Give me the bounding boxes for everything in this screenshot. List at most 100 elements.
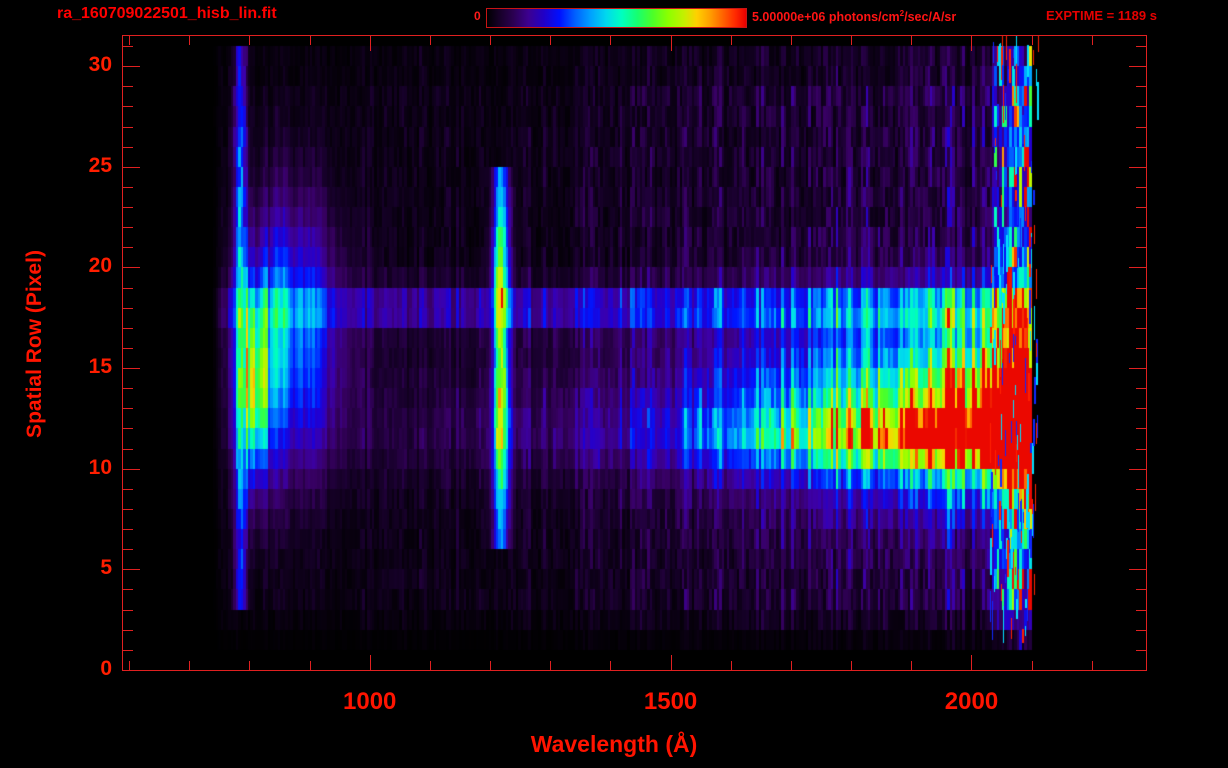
- x-tick-minor: [1032, 661, 1033, 670]
- y-tick-minor: [123, 247, 133, 248]
- y-tick-major: [123, 66, 140, 67]
- y-tick-label: 15: [88, 355, 112, 379]
- y-tick-minor-right: [1136, 428, 1146, 429]
- page-title: ra_160709022501_hisb_lin.fit: [57, 5, 277, 22]
- y-tick-minor: [123, 408, 133, 409]
- y-tick-minor: [123, 549, 133, 550]
- y-tick-minor-right: [1136, 388, 1146, 389]
- y-tick-major-right: [1129, 167, 1146, 168]
- y-tick-minor-right: [1136, 247, 1146, 248]
- x-tick-minor: [851, 661, 852, 670]
- x-tick-minor-top: [490, 36, 491, 45]
- y-tick-minor: [123, 449, 133, 450]
- y-tick-minor-right: [1136, 529, 1146, 530]
- y-tick-minor: [123, 227, 133, 228]
- x-tick-minor-top: [550, 36, 551, 45]
- x-tick-minor: [310, 661, 311, 670]
- y-tick-minor: [123, 348, 133, 349]
- y-tick-minor: [123, 388, 133, 389]
- x-tick-major-top: [370, 36, 371, 51]
- x-axis-title: Wavelength (Å): [530, 731, 698, 757]
- x-tick-minor: [1092, 661, 1093, 670]
- y-tick-minor-right: [1136, 308, 1146, 309]
- x-tick-major: [971, 655, 972, 670]
- y-tick-minor: [123, 127, 133, 128]
- colorbar: [486, 8, 747, 28]
- x-tick-label: 2000: [944, 688, 999, 715]
- x-tick-minor-top: [731, 36, 732, 45]
- y-tick-minor-right: [1136, 489, 1146, 490]
- y-tick-minor: [123, 489, 133, 490]
- y-axis-title: Spatial Row (Pixel): [23, 250, 46, 438]
- y-tick-label: 20: [88, 254, 112, 278]
- y-tick-minor-right: [1136, 610, 1146, 611]
- x-tick-major: [671, 655, 672, 670]
- y-tick-label: 0: [100, 657, 112, 680]
- plot-area: [122, 35, 1147, 671]
- x-tick-minor-top: [249, 36, 250, 45]
- y-tick-major: [123, 670, 140, 671]
- y-tick-major-right: [1129, 66, 1146, 67]
- y-tick-major-right: [1129, 267, 1146, 268]
- x-tick-minor-top: [310, 36, 311, 45]
- y-tick-label: 25: [88, 153, 112, 177]
- y-tick-minor-right: [1136, 187, 1146, 188]
- y-tick-minor-right: [1136, 630, 1146, 631]
- y-tick-minor-right: [1136, 449, 1146, 450]
- y-tick-minor: [123, 288, 133, 289]
- y-tick-minor: [123, 187, 133, 188]
- y-tick-major-right: [1129, 368, 1146, 369]
- spectrogram-heatmap: [123, 36, 1146, 670]
- y-tick-minor: [123, 207, 133, 208]
- y-tick-label: 30: [88, 53, 112, 77]
- y-tick-major: [123, 569, 140, 570]
- y-tick-major-right: [1129, 569, 1146, 570]
- y-tick-minor: [123, 147, 133, 148]
- y-tick-minor-right: [1136, 147, 1146, 148]
- colorbar-min-label: 0: [474, 9, 481, 23]
- y-tick-minor: [123, 308, 133, 309]
- colorbar-max-units: /sec/A/sr: [904, 10, 957, 25]
- x-tick-minor-top: [851, 36, 852, 45]
- x-tick-minor-top: [911, 36, 912, 45]
- x-tick-minor-top: [610, 36, 611, 45]
- x-tick-minor-top: [791, 36, 792, 45]
- y-tick-minor-right: [1136, 408, 1146, 409]
- x-tick-minor: [189, 661, 190, 670]
- y-tick-minor-right: [1136, 106, 1146, 107]
- y-tick-minor-right: [1136, 86, 1146, 87]
- colorbar-max-exponent: 2: [899, 9, 905, 18]
- x-tick-minor: [791, 661, 792, 670]
- y-tick-minor-right: [1136, 207, 1146, 208]
- y-tick-minor-right: [1136, 348, 1146, 349]
- y-tick-major: [123, 167, 140, 168]
- x-tick-label: 1500: [643, 688, 698, 715]
- y-tick-major-right: [1129, 469, 1146, 470]
- x-tick-minor-top: [430, 36, 431, 45]
- y-tick-minor: [123, 328, 133, 329]
- y-tick-major: [123, 267, 140, 268]
- y-tick-minor-right: [1136, 288, 1146, 289]
- y-tick-major: [123, 469, 140, 470]
- colorbar-max-value: 5.00000e+06 photons/cm: [752, 10, 900, 25]
- y-tick-minor-right: [1136, 46, 1146, 47]
- y-tick-minor-right: [1136, 650, 1146, 651]
- x-tick-minor: [490, 661, 491, 670]
- x-tick-major-top: [671, 36, 672, 51]
- y-tick-label: 5: [100, 556, 112, 580]
- y-tick-label: 10: [88, 455, 112, 479]
- y-tick-minor: [123, 106, 133, 107]
- y-tick-minor: [123, 529, 133, 530]
- y-tick-minor-right: [1136, 227, 1146, 228]
- x-tick-minor: [610, 661, 611, 670]
- y-tick-minor: [123, 46, 133, 47]
- x-tick-minor-top: [189, 36, 190, 45]
- y-tick-minor: [123, 509, 133, 510]
- y-tick-major-right: [1129, 670, 1146, 671]
- x-tick-minor-top: [1092, 36, 1093, 45]
- x-tick-major-top: [971, 36, 972, 51]
- y-tick-minor: [123, 650, 133, 651]
- x-tick-minor: [249, 661, 250, 670]
- y-tick-minor-right: [1136, 127, 1146, 128]
